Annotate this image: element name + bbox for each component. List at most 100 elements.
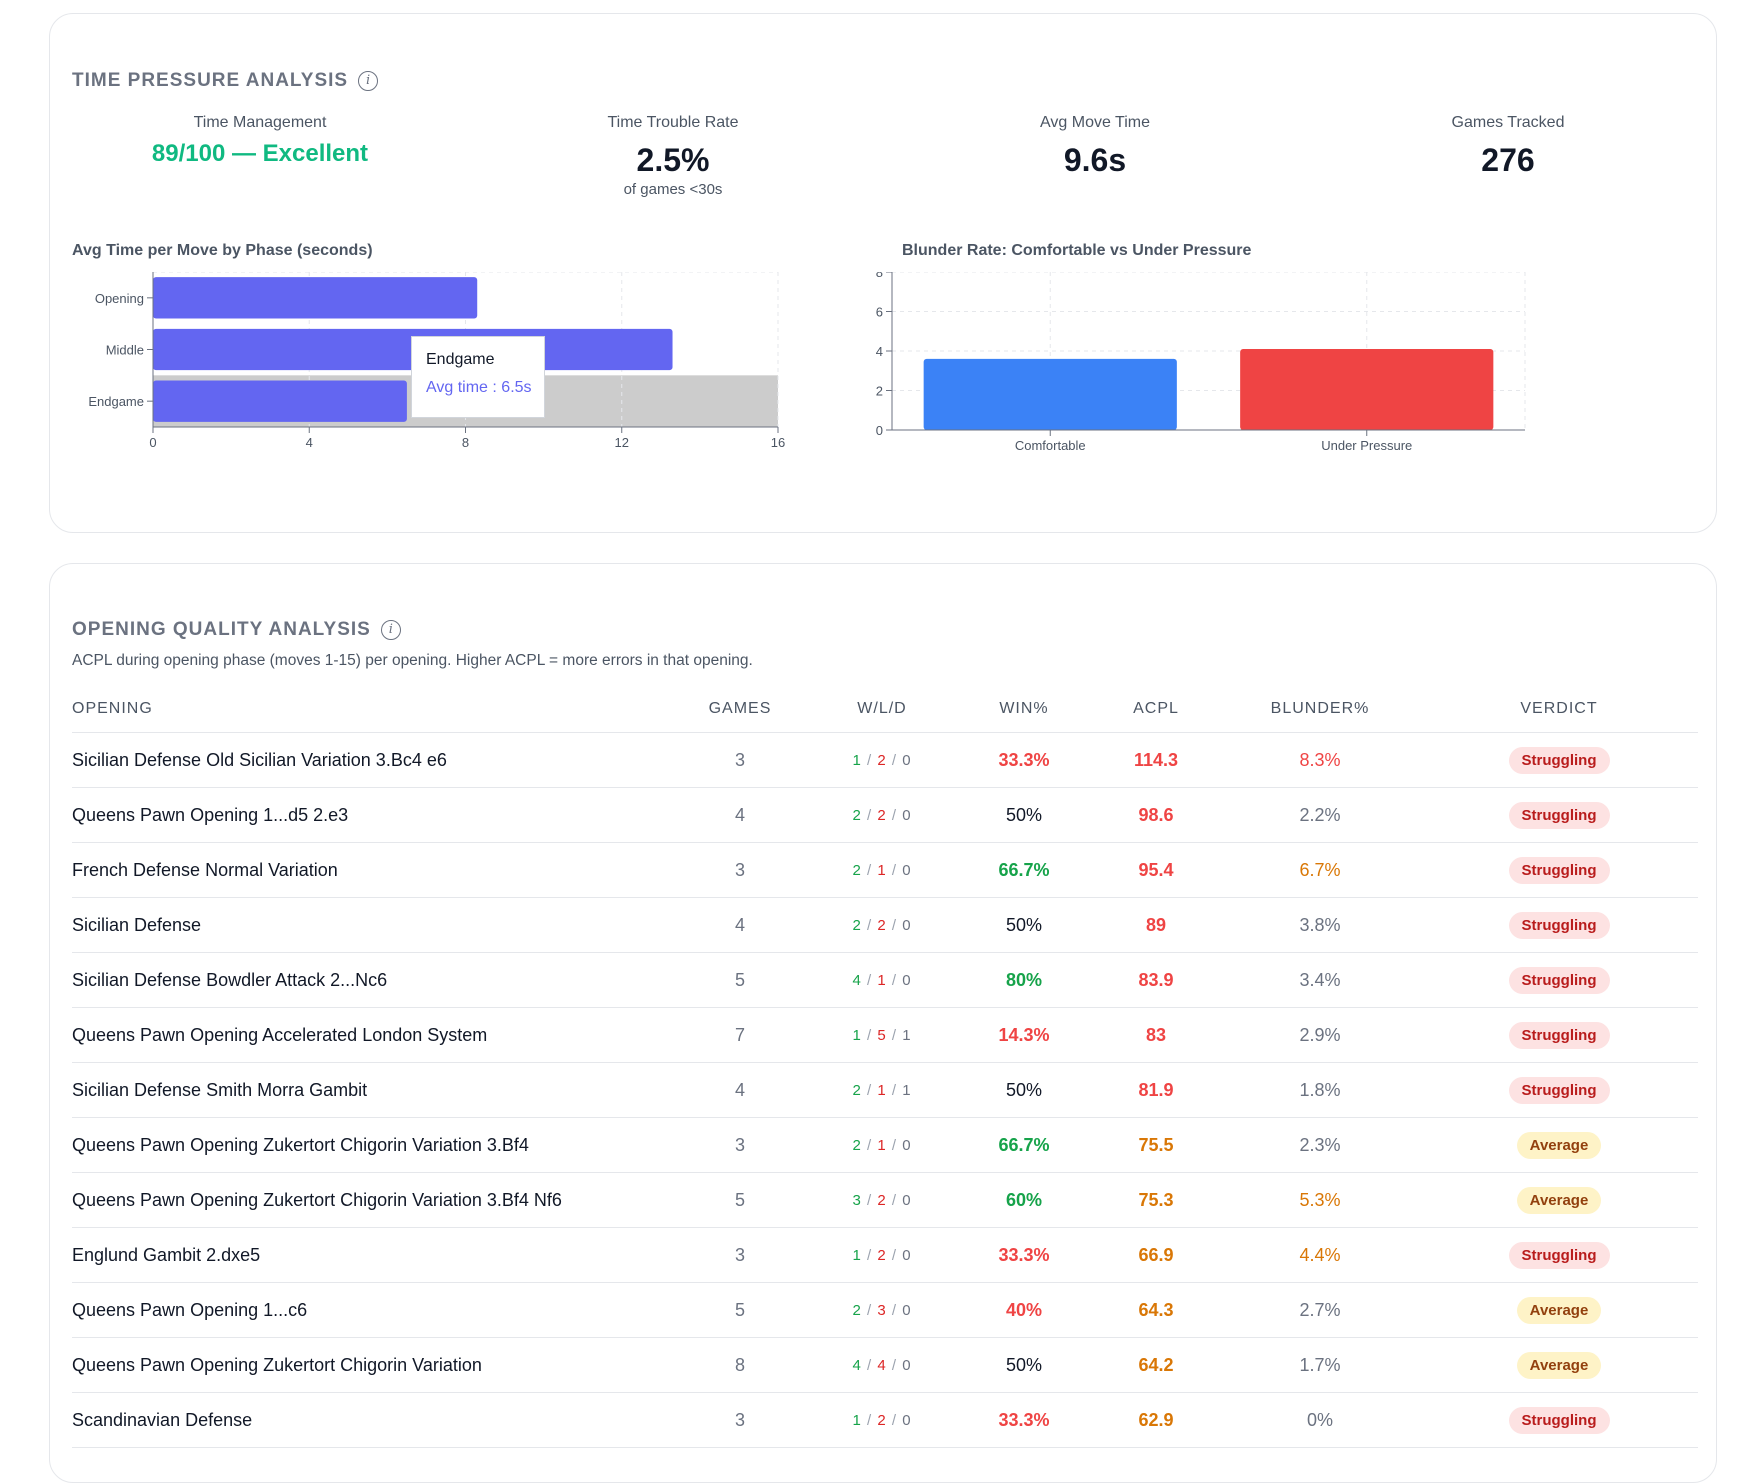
- table-row[interactable]: Englund Gambit 2.dxe5 3 1 / 2 / 0 33.3% 66.9…: [72, 1227, 1698, 1283]
- wld-separator: /: [861, 1026, 878, 1044]
- blunder-percent: 4.4%: [1220, 1227, 1420, 1283]
- wld-separator: /: [861, 1356, 878, 1374]
- verdict-cell: Struggling: [1420, 842, 1698, 898]
- table-row[interactable]: French Defense Normal Variation 3 2 / 1 / …: [72, 842, 1698, 898]
- losses: 2: [877, 751, 887, 769]
- phase-chart-title: Avg Time per Move by Phase (seconds): [72, 242, 373, 259]
- table-row[interactable]: Scandinavian Defense 3 1 / 2 / 0 33.3% 62.9 0…: [72, 1392, 1698, 1448]
- table-row[interactable]: Sicilian Defense Smith Morra Gambit 4 2 / …: [72, 1062, 1698, 1118]
- wld-separator: /: [886, 861, 903, 879]
- table-row[interactable]: Queens Pawn Opening Zukertort Chigorin V…: [72, 1172, 1698, 1228]
- acpl-value: 114.3: [1092, 732, 1220, 788]
- table-row[interactable]: Queens Pawn Opening 1...c6 5 2 / 3 / 0 40% 6…: [72, 1282, 1698, 1338]
- verdict-cell: Average: [1420, 1337, 1698, 1393]
- info-icon[interactable]: i: [358, 71, 379, 91]
- wins: 1: [852, 1411, 862, 1429]
- header-wld[interactable]: W/L/D: [808, 686, 956, 733]
- table-row[interactable]: Sicilian Defense Old Sicilian Variation …: [72, 732, 1698, 788]
- blunder-percent: 3.4%: [1220, 952, 1420, 1008]
- wld-separator: /: [886, 1411, 903, 1429]
- verdict-badge: Average: [1516, 1131, 1602, 1159]
- opening-table: OPENING GAMES W/L/D WIN% ACPL BLUNDER% V…: [72, 686, 1698, 1448]
- wld-record: 2 / 3 / 0: [808, 1282, 956, 1338]
- wld-separator: /: [861, 916, 878, 934]
- table-row[interactable]: Sicilian Defense Bowdler Attack 2...Nc6 5…: [72, 952, 1698, 1008]
- y-tick-label: 8: [876, 272, 883, 280]
- games-count: 3: [672, 1392, 808, 1448]
- opening-name: Sicilian Defense: [72, 897, 672, 953]
- table-row[interactable]: Queens Pawn Opening Zukertort Chigorin V…: [72, 1337, 1698, 1393]
- stat-games-tracked: Games Tracked 276: [1328, 114, 1688, 179]
- header-win[interactable]: WIN%: [956, 686, 1092, 733]
- y-tick-label: Middle: [106, 343, 144, 358]
- draws: 0: [902, 861, 912, 879]
- verdict-cell: Struggling: [1420, 1007, 1698, 1063]
- losses: 1: [877, 861, 887, 879]
- opening-name: Queens Pawn Opening Zukertort Chigorin V…: [72, 1337, 672, 1393]
- y-tick-label: Opening: [95, 291, 144, 306]
- header-verdict[interactable]: VERDICT: [1420, 686, 1698, 733]
- draws: 0: [902, 971, 912, 989]
- blunder-percent: 2.2%: [1220, 787, 1420, 843]
- losses: 2: [877, 1246, 887, 1264]
- x-tick-label: 8: [462, 435, 469, 450]
- wld-separator: /: [886, 1356, 903, 1374]
- verdict-badge: Struggling: [1508, 1406, 1610, 1434]
- table-row[interactable]: Sicilian Defense 4 2 / 2 / 0 50% 89 3.8% Strug…: [72, 897, 1698, 953]
- verdict-cell: Struggling: [1420, 732, 1698, 788]
- table-row[interactable]: Queens Pawn Opening Accelerated London S…: [72, 1007, 1698, 1063]
- draws: 0: [902, 1301, 912, 1319]
- stat-time-management: Time Management 89/100 — Excellent: [80, 114, 440, 168]
- opening-quality-title-text: OPENING QUALITY ANALYSIS: [72, 619, 371, 640]
- wld-separator: /: [861, 1191, 878, 1209]
- header-acpl[interactable]: ACPL: [1092, 686, 1220, 733]
- verdict-cell: Struggling: [1420, 952, 1698, 1008]
- draws: 0: [902, 1136, 912, 1154]
- info-icon[interactable]: i: [380, 620, 401, 640]
- blunder-rate-chart[interactable]: Comfortable Under Pressure 0 2 4 6 8: [830, 272, 1560, 512]
- table-row[interactable]: Queens Pawn Opening 1...d5 2.e3 4 2 / 2 / …: [72, 787, 1698, 843]
- wld-record: 2 / 2 / 0: [808, 897, 956, 953]
- table-row[interactable]: Queens Pawn Opening Zukertort Chigorin V…: [72, 1117, 1698, 1173]
- time-pressure-title-text: TIME PRESSURE ANALYSIS: [72, 70, 349, 91]
- y-tick-label: 2: [876, 384, 883, 399]
- wld-separator: /: [861, 806, 878, 824]
- opening-name: Queens Pawn Opening 1...c6: [72, 1282, 672, 1338]
- wld-separator: /: [886, 1301, 903, 1319]
- blunder-percent: 1.8%: [1220, 1062, 1420, 1118]
- stat-label: Time Management: [193, 114, 327, 131]
- wld-record: 1 / 2 / 0: [808, 732, 956, 788]
- losses: 2: [877, 806, 887, 824]
- losses: 1: [877, 1081, 887, 1099]
- draws: 0: [902, 1356, 912, 1374]
- opening-name: Queens Pawn Opening Accelerated London S…: [72, 1007, 672, 1063]
- stat-time-trouble-rate: Time Trouble Rate 2.5% of games <30s: [493, 114, 853, 198]
- verdict-badge: Struggling: [1508, 966, 1610, 994]
- wld-record: 4 / 1 / 0: [808, 952, 956, 1008]
- win-percent: 50%: [956, 1337, 1092, 1393]
- wins: 1: [852, 751, 862, 769]
- bar-endgame: [153, 380, 407, 422]
- wld-separator: /: [861, 1411, 878, 1429]
- wld-separator: /: [886, 971, 903, 989]
- acpl-value: 83: [1092, 1007, 1220, 1063]
- losses: 2: [877, 1191, 887, 1209]
- opening-name: Sicilian Defense Bowdler Attack 2...Nc6: [72, 952, 672, 1008]
- blunder-percent: 5.3%: [1220, 1172, 1420, 1228]
- win-percent: 40%: [956, 1282, 1092, 1338]
- wld-separator: /: [886, 806, 903, 824]
- chart-tooltip: Endgame Avg time : 6.5s: [411, 336, 545, 418]
- games-count: 4: [672, 1062, 808, 1118]
- acpl-value: 62.9: [1092, 1392, 1220, 1448]
- header-games[interactable]: GAMES: [672, 686, 808, 733]
- header-blunder[interactable]: BLUNDER%: [1220, 686, 1420, 733]
- verdict-badge: Average: [1516, 1351, 1602, 1379]
- losses: 5: [877, 1026, 887, 1044]
- wld-record: 3 / 2 / 0: [808, 1172, 956, 1228]
- stat-label: Games Tracked: [1451, 114, 1565, 131]
- stat-label: Avg Move Time: [1040, 114, 1150, 131]
- stat-value: 9.6s: [1063, 142, 1127, 178]
- wld-separator: /: [886, 1191, 903, 1209]
- header-opening[interactable]: OPENING: [72, 686, 672, 733]
- verdict-badge: Struggling: [1508, 746, 1610, 774]
